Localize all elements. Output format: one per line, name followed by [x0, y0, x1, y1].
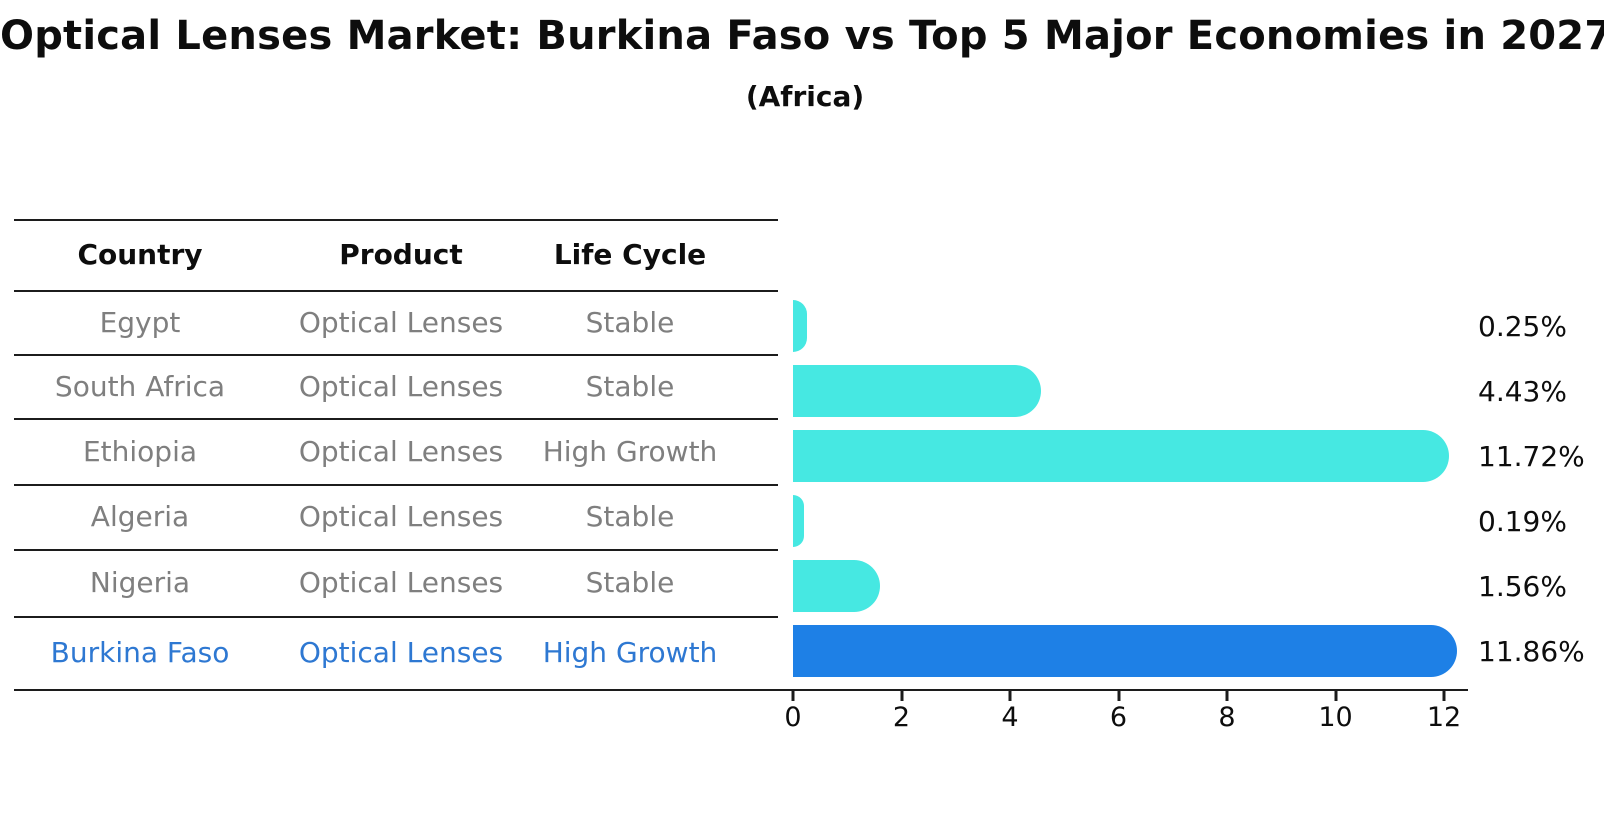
table-header-product: Product	[339, 238, 463, 271]
table-row-egypt: Egypt Optical Lenses Stable	[14, 290, 778, 354]
table-row-south-africa: South Africa Optical Lenses Stable	[14, 354, 778, 418]
x-axis-line	[775, 689, 1468, 691]
table-rule	[14, 616, 778, 618]
cell-lifecycle: Stable	[585, 305, 675, 339]
chart-subtitle: (Africa)	[745, 80, 865, 113]
cell-country: Ethiopia	[82, 434, 198, 468]
x-axis-tick-label: 10	[1318, 702, 1353, 733]
x-axis-tick-label: 12	[1426, 702, 1462, 733]
cell-lifecycle: High Growth	[542, 434, 718, 468]
bar-nigeria	[793, 560, 881, 612]
x-axis-tick-label: 6	[1109, 702, 1128, 733]
bar-south-africa	[793, 365, 1042, 417]
cell-country: Egypt	[99, 305, 181, 339]
table-rule	[14, 418, 778, 420]
table-header-row: Country Product Life Cycle	[14, 219, 778, 290]
bar-value-label: 11.72%	[1478, 439, 1585, 473]
table-row-ethiopia: Ethiopia Optical Lenses High Growth	[14, 418, 778, 484]
x-axis-tick	[1117, 691, 1120, 701]
table-row-nigeria: Nigeria Optical Lenses Stable	[14, 549, 778, 616]
x-axis-tick	[900, 691, 903, 701]
table-rule	[14, 354, 778, 356]
cell-product: Optical Lenses	[298, 566, 504, 599]
table-rule	[14, 549, 778, 551]
cell-product: Optical Lenses	[298, 434, 504, 468]
cell-product: Optical Lenses	[298, 500, 504, 533]
bar-algeria	[793, 495, 804, 547]
x-axis-tick-label: 2	[892, 702, 911, 733]
cell-lifecycle: Stable	[585, 369, 675, 403]
bar-egypt	[793, 300, 807, 352]
table-rule-header	[14, 290, 778, 292]
bar-value-label: 4.43%	[1478, 374, 1567, 408]
bar-ethiopia	[793, 430, 1450, 482]
cell-lifecycle: Stable	[585, 500, 675, 533]
x-axis-tick	[1008, 691, 1012, 701]
table-row-algeria: Algeria Optical Lenses Stable	[14, 484, 778, 549]
bar-value-label: 0.19%	[1478, 504, 1567, 538]
cell-lifecycle: Stable	[585, 566, 675, 599]
bar-burkina-faso	[793, 625, 1458, 677]
x-axis-tick-label: 8	[1218, 702, 1236, 733]
table-row-burkina-faso: Burkina Faso Optical Lenses High Growth	[14, 616, 778, 689]
x-axis-tick	[791, 691, 795, 701]
cell-product: Optical Lenses	[298, 369, 504, 403]
bar-value-label: 0.25%	[1478, 309, 1567, 343]
x-axis-tick	[1334, 691, 1337, 701]
table-header-country: Country	[77, 238, 203, 271]
cell-country: Nigeria	[89, 566, 191, 599]
table-header-lifecycle: Life Cycle	[553, 238, 707, 271]
x-axis-tick-label: 0	[784, 702, 802, 733]
table-rule-top	[14, 219, 778, 221]
cell-product: Optical Lenses	[298, 305, 504, 339]
bar-value-label: 1.56%	[1478, 569, 1567, 603]
table-rule-bottom	[14, 689, 778, 691]
chart-title: Optical Lenses Market: Burkina Faso vs T…	[0, 13, 1604, 59]
table-rule	[14, 484, 778, 486]
x-axis-tick-label: 4	[1001, 702, 1019, 733]
x-axis-tick	[1225, 691, 1229, 701]
cell-country: Algeria	[90, 500, 190, 533]
x-axis-tick	[1442, 691, 1446, 701]
cell-lifecycle: High Growth	[542, 636, 718, 669]
cell-country: South Africa	[54, 369, 226, 403]
cell-product: Optical Lenses	[298, 636, 504, 669]
cell-country: Burkina Faso	[50, 636, 230, 669]
bar-value-label: 11.86%	[1478, 634, 1585, 668]
